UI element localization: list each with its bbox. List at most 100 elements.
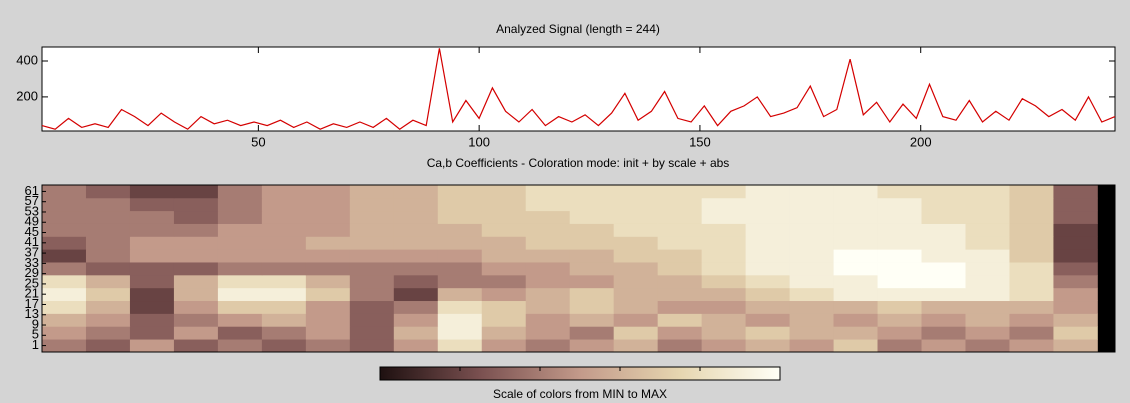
heat-cell <box>393 210 439 224</box>
y-tick-label: 57 <box>25 193 39 208</box>
heat-cell <box>789 236 834 250</box>
heat-cell <box>437 300 483 314</box>
heat-cell <box>173 300 219 314</box>
heat-cell <box>613 287 659 302</box>
coef-title: Ca,b Coefficients - Coloration mode: ini… <box>427 156 730 170</box>
heat-cell <box>129 197 175 212</box>
colorbar <box>379 366 781 381</box>
y-tick-label: 29 <box>25 265 39 280</box>
heat-cell <box>569 185 615 199</box>
heat-cell <box>833 326 878 340</box>
heat-cell <box>833 274 878 289</box>
heat-cell <box>481 236 527 250</box>
heat-cell <box>42 210 87 224</box>
heat-cell <box>701 287 747 302</box>
heat-cell <box>42 274 87 289</box>
heat-cell <box>261 313 307 327</box>
signal-title: Analyzed Signal (length = 244) <box>496 22 660 36</box>
heat-cell <box>613 274 659 289</box>
heat-cell <box>261 197 307 212</box>
heat-cell <box>701 197 747 212</box>
heat-cell <box>349 287 395 302</box>
heat-cell <box>701 223 747 237</box>
heat-cell <box>173 274 219 289</box>
heat-cell <box>173 185 219 199</box>
heat-cell <box>437 326 483 340</box>
heat-cell <box>877 249 922 263</box>
heat-cell <box>569 313 615 327</box>
heat-cell <box>921 249 966 263</box>
heat-cell <box>173 210 219 224</box>
heat-cell <box>789 274 834 289</box>
heat-cell <box>437 313 483 327</box>
heat-cell <box>921 274 966 289</box>
heat-cell <box>1009 274 1054 289</box>
heat-cell <box>701 326 747 340</box>
heat-cell <box>833 262 878 276</box>
heat-cell <box>261 262 307 276</box>
heat-cell <box>569 210 615 224</box>
heat-cell <box>42 197 87 212</box>
heat-cell <box>833 287 878 302</box>
heat-cell <box>613 339 659 353</box>
heat-cell <box>42 223 87 237</box>
y-tick-label: 41 <box>25 234 39 249</box>
heat-cell <box>921 300 966 314</box>
heat-cell <box>393 339 439 353</box>
heat-cell <box>613 313 659 327</box>
heat-cell <box>437 185 483 199</box>
heat-cell <box>569 274 615 289</box>
heat-cell <box>173 262 219 276</box>
heat-cell <box>745 210 790 224</box>
heat-cell <box>613 249 659 263</box>
heat-cell <box>173 223 219 237</box>
heat-cell <box>129 287 175 302</box>
heat-cell <box>481 300 527 314</box>
heat-cell <box>789 262 834 276</box>
heat-cell <box>789 210 834 224</box>
y-tick-label: 37 <box>25 245 39 260</box>
heat-cell <box>1009 210 1054 224</box>
y-tick-label: 13 <box>25 306 39 321</box>
heat-cell <box>789 185 834 199</box>
heat-cell <box>85 326 131 340</box>
heat-cell <box>305 339 351 353</box>
heat-cell <box>613 185 659 199</box>
heat-cell <box>437 249 483 263</box>
heat-cell <box>701 313 747 327</box>
heat-cell <box>305 262 351 276</box>
heat-cell <box>129 210 175 224</box>
heat-cell <box>481 210 527 224</box>
heat-cell <box>437 274 483 289</box>
heat-cell <box>437 262 483 276</box>
heat-cell <box>965 287 1010 302</box>
heat-cell <box>261 300 307 314</box>
heat-cell <box>789 287 834 302</box>
heat-cell <box>85 300 131 314</box>
heat-cell <box>437 287 483 302</box>
heat-cell <box>1009 223 1054 237</box>
heat-cell <box>349 223 395 237</box>
heat-cell <box>173 249 219 263</box>
heat-cell <box>745 326 790 340</box>
heat-cell <box>42 236 87 250</box>
heat-cell <box>85 339 131 353</box>
heat-cell <box>833 249 878 263</box>
heat-cell <box>261 249 307 263</box>
heat-cell <box>965 249 1010 263</box>
heat-cell <box>1009 313 1054 327</box>
heat-cell <box>437 210 483 224</box>
heat-cell <box>173 236 219 250</box>
heat-cell <box>1009 262 1054 276</box>
heat-cell <box>349 236 395 250</box>
heat-cell <box>613 223 659 237</box>
heat-cell <box>877 210 922 224</box>
heat-cell <box>129 339 175 353</box>
heat-cell <box>1053 339 1098 353</box>
heat-cell <box>965 262 1010 276</box>
heat-cell <box>789 339 834 353</box>
heat-cell <box>85 210 131 224</box>
heat-cell <box>349 313 395 327</box>
heat-cell <box>877 197 922 212</box>
heat-cell <box>877 326 922 340</box>
